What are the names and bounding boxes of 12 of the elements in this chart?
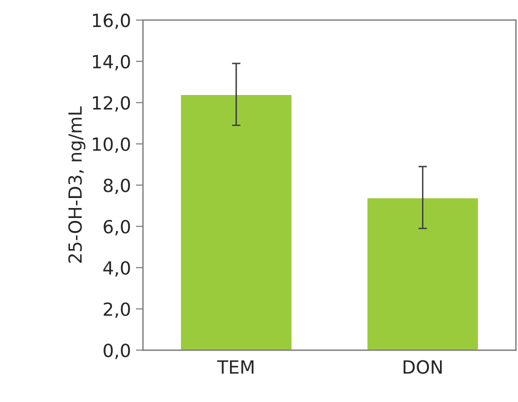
y-tick-label: 10,0 — [92, 137, 130, 153]
x-tick-label: DON — [404, 360, 442, 374]
y-tick-label: 6,0 — [104, 220, 130, 236]
y-tick-label: 2,0 — [104, 302, 130, 318]
y-tick-label: 0,0 — [104, 344, 130, 360]
y-tick-label: 4,0 — [103, 261, 130, 277]
y-tick-label: 12,0 — [92, 96, 130, 112]
y-tick-label: 14,0 — [92, 54, 130, 70]
y-axis-title: 25-OH-D3, ng/mL — [68, 106, 86, 263]
x-tick-label: TEM — [217, 360, 254, 374]
y-tick-label: 16,0 — [92, 14, 130, 30]
y-tick-label: 8,0 — [104, 178, 130, 194]
